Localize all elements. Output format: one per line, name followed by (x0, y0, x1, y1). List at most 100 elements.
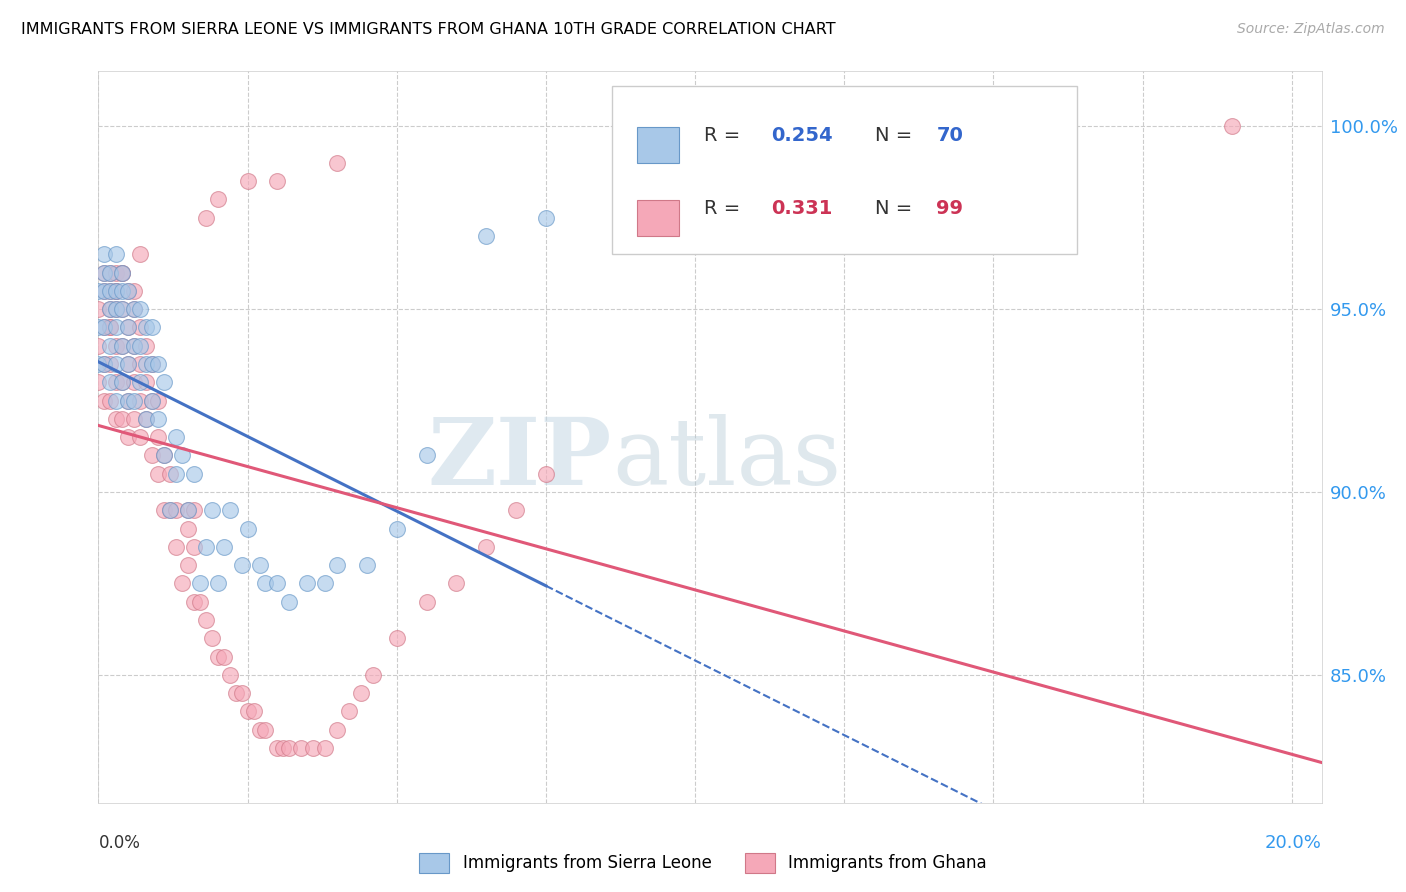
Point (98, 339, 121, 353)
Point (105, 301, 128, 317)
Point (87, 284, 110, 298)
Point (183, 594, 205, 608)
Point (135, 411, 157, 425)
Point (141, 393, 163, 408)
Point (188, 594, 211, 608)
Point (188, 576, 211, 591)
Point (266, 576, 288, 591)
Point (177, 558, 200, 573)
Point (129, 301, 152, 317)
Point (93, 284, 115, 298)
Point (141, 320, 163, 334)
Point (242, 704, 264, 718)
Point (201, 503, 224, 517)
Point (135, 357, 157, 371)
Point (111, 339, 134, 353)
Point (98, 265, 121, 279)
Point (146, 357, 169, 371)
Point (98, 301, 121, 317)
Point (141, 393, 163, 408)
Point (98, 320, 121, 334)
Point (207, 576, 229, 591)
Point (475, 540, 498, 554)
Point (129, 247, 152, 261)
Point (111, 265, 134, 279)
Point (135, 411, 157, 425)
Point (135, 375, 157, 389)
FancyBboxPatch shape (612, 86, 1077, 254)
Point (87, 320, 110, 334)
Point (111, 339, 134, 353)
Point (129, 393, 152, 408)
Point (122, 339, 145, 353)
Point (117, 320, 139, 334)
Point (165, 467, 187, 481)
Point (165, 540, 187, 554)
Point (105, 284, 128, 298)
Point (105, 357, 128, 371)
Point (159, 503, 181, 517)
Point (117, 320, 139, 334)
Point (122, 339, 145, 353)
Point (117, 430, 139, 444)
Point (111, 301, 134, 317)
Point (236, 174, 259, 188)
Point (1220, 119, 1243, 133)
Point (87, 357, 110, 371)
Legend: Immigrants from Sierra Leone, Immigrants from Ghana: Immigrants from Sierra Leone, Immigrants… (412, 847, 994, 880)
Point (415, 594, 437, 608)
Point (165, 430, 187, 444)
Text: ZIP: ZIP (427, 414, 612, 504)
Point (117, 357, 139, 371)
Point (129, 375, 152, 389)
Point (129, 430, 152, 444)
Point (122, 284, 145, 298)
Point (314, 576, 336, 591)
Point (146, 430, 169, 444)
Text: 0.331: 0.331 (772, 200, 832, 219)
Text: R =: R = (704, 200, 747, 219)
Point (93, 320, 115, 334)
Point (183, 540, 205, 554)
Point (93, 357, 115, 371)
Point (534, 467, 557, 481)
Point (105, 320, 128, 334)
Point (159, 503, 181, 517)
Point (231, 686, 253, 700)
Point (141, 357, 163, 371)
Text: 99: 99 (936, 200, 963, 219)
Point (170, 448, 193, 462)
Point (350, 686, 373, 700)
Point (194, 613, 217, 627)
Point (356, 558, 378, 573)
Point (385, 632, 408, 646)
Point (87, 375, 110, 389)
Point (302, 740, 325, 755)
Point (105, 411, 128, 425)
Point (111, 375, 134, 389)
Point (153, 375, 176, 389)
Point (249, 558, 271, 573)
Text: IMMIGRANTS FROM SIERRA LEONE VS IMMIGRANTS FROM GHANA 10TH GRADE CORRELATION CHA: IMMIGRANTS FROM SIERRA LEONE VS IMMIGRAN… (21, 22, 835, 37)
Point (218, 667, 240, 681)
Point (93, 265, 115, 279)
Point (93, 357, 115, 371)
Point (278, 740, 301, 755)
Point (201, 632, 224, 646)
Point (135, 339, 157, 353)
Point (141, 448, 163, 462)
Point (170, 576, 193, 591)
Text: 0.0%: 0.0% (98, 834, 141, 852)
Point (111, 265, 134, 279)
Point (212, 540, 235, 554)
Point (385, 521, 408, 535)
Point (153, 448, 176, 462)
Point (290, 740, 312, 755)
Point (183, 503, 205, 517)
Point (98, 375, 121, 389)
Point (98, 320, 121, 334)
Point (105, 375, 128, 389)
Point (446, 576, 468, 591)
Point (135, 320, 157, 334)
Point (337, 704, 360, 718)
